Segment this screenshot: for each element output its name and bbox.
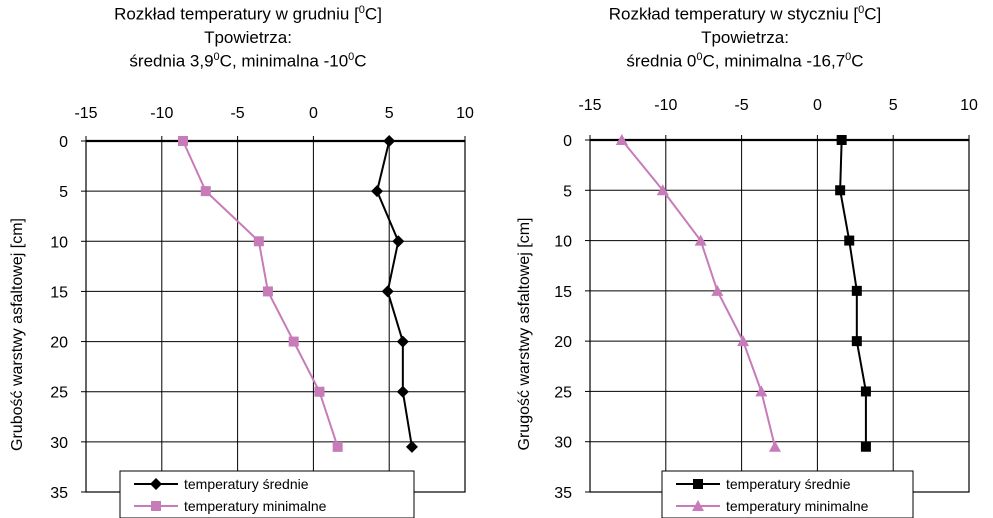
x-tick-label: -5: [230, 105, 244, 122]
data-point-marker: [405, 440, 418, 453]
data-point-marker: [615, 134, 628, 145]
x-tick-label: 5: [385, 105, 394, 122]
data-point-marker: [693, 479, 703, 489]
x-tick-label: -15: [74, 105, 97, 122]
data-point-marker: [656, 184, 669, 196]
data-point-marker: [768, 440, 781, 452]
series-line: [376, 140, 413, 448]
data-point-marker: [381, 285, 394, 298]
data-point-marker: [844, 235, 855, 246]
y-tick-label: 5: [563, 183, 572, 200]
title-line-3: średnia 00C, minimalna -16,70C: [626, 50, 864, 71]
x-tick-label: 10: [960, 97, 978, 114]
data-point-marker: [151, 501, 161, 511]
y-tick-label: 30: [50, 435, 68, 452]
data-point-marker: [150, 478, 162, 490]
y-tick-label: 35: [50, 485, 68, 502]
chart-panel-december: Rozkład temperatury w grudniu [0C] Tpowi…: [0, 0, 496, 518]
y-tick-label: 20: [554, 334, 572, 351]
data-point-marker: [392, 235, 405, 248]
title-line-1: Rozkład temperatury w styczniu [0C]: [608, 4, 882, 24]
data-point-marker: [383, 135, 396, 147]
data-point-marker: [755, 385, 768, 397]
data-point-marker: [200, 186, 211, 197]
x-tick-label: 10: [456, 105, 474, 122]
data-point-marker: [737, 335, 750, 347]
y-tick-label: 35: [554, 485, 572, 502]
data-point-marker: [396, 385, 409, 398]
y-tick-label: 30: [554, 435, 572, 452]
data-point-marker: [694, 234, 707, 246]
chart-panel-january: Rozkład temperatury w styczniu [0C] Tpow…: [497, 0, 993, 518]
legend-label: temperatury średnie: [726, 476, 851, 492]
x-tick-label: -10: [150, 105, 173, 122]
y-tick-label: 10: [554, 234, 572, 251]
data-point-marker: [371, 185, 384, 198]
plot-frame: [85, 140, 466, 493]
legend-box: [119, 470, 415, 518]
x-tick-label: 0: [813, 97, 822, 114]
y-axis-title: Grubość warstwy asfaltowej [cm]: [9, 218, 26, 451]
y-tick-label: 0: [59, 134, 68, 151]
y-tick-label: 0: [563, 133, 572, 150]
y-tick-label: 15: [50, 284, 68, 301]
data-point-marker: [288, 336, 299, 347]
legend-label: temperatury minimalne: [726, 498, 869, 514]
y-tick-label: 5: [59, 184, 68, 201]
data-point-marker: [851, 336, 862, 347]
x-tick-label: -15: [578, 97, 601, 114]
y-tick-label: 25: [50, 385, 68, 402]
data-point-marker: [692, 500, 704, 511]
title-line-2: Tpowietrza:: [204, 27, 292, 47]
x-tick-label: 0: [309, 105, 318, 122]
december-chart-svg: -15 -10 -5 0 5 10 0 5 10 15 20 25 30 35 Grubość warstw…: [9, 105, 474, 518]
chart-title: Rozkład temperatury w grudniu [0C] Tpowi…: [0, 4, 496, 71]
series-line: [621, 139, 776, 447]
january-chart-svg: -15 -10 -5 0 5 10 0 5 10 15 20 25 30 35 Grugość warstw…: [516, 97, 978, 518]
data-point-marker: [835, 185, 846, 196]
data-point-marker: [860, 386, 871, 397]
x-tick-label: -5: [734, 97, 748, 114]
title-line-1: Rozkład temperatury w grudniu [0C]: [114, 4, 382, 24]
x-tick-label: -10: [654, 97, 677, 114]
legend-label: temperatury minimalne: [184, 498, 327, 514]
x-tick-label: 5: [889, 97, 898, 114]
plot-frame: [589, 139, 970, 493]
title-line-3: średnia 3,90C, minimalna -100C: [129, 50, 367, 71]
y-tick-label: 25: [554, 384, 572, 401]
data-point-marker: [860, 441, 871, 452]
data-point-marker: [396, 335, 409, 348]
y-axis-title: Grugość warstwy asfaltowej [cm]: [516, 218, 533, 451]
title-line-2: Tpowietrza:: [701, 27, 789, 47]
data-point-marker: [314, 386, 325, 397]
data-point-marker: [262, 286, 273, 297]
data-point-marker: [253, 236, 264, 247]
data-point-marker: [711, 284, 724, 296]
y-tick-label: 10: [50, 234, 68, 251]
legend-box: [661, 470, 914, 518]
legend-label: temperatury średnie: [184, 476, 309, 492]
data-point-marker: [836, 135, 847, 145]
data-point-marker: [178, 136, 189, 146]
data-point-marker: [851, 285, 862, 296]
y-tick-label: 20: [50, 335, 68, 352]
data-point-marker: [332, 441, 343, 452]
chart-title: Rozkład temperatury w styczniu [0C] Tpow…: [497, 4, 993, 71]
y-tick-label: 15: [554, 284, 572, 301]
